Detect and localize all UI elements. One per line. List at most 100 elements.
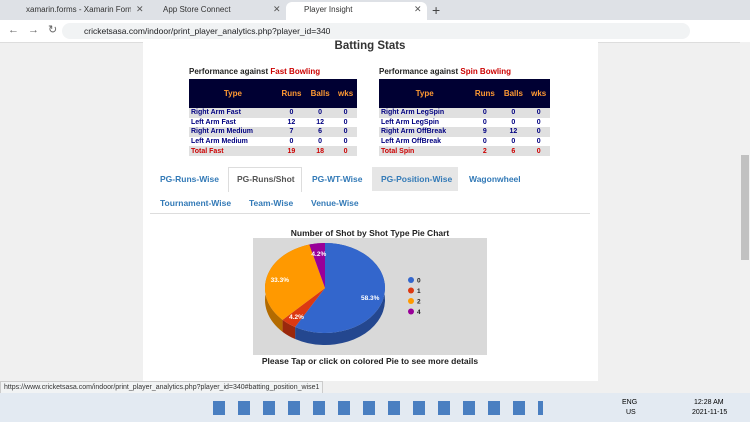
nav-buttons[interactable]: ←→↻ [8, 24, 67, 36]
pie-slice[interactable] [295, 243, 385, 333]
tab-add[interactable]: + [432, 2, 441, 18]
heading: Batting Stats [334, 40, 406, 52]
title-prefix: Performance against [379, 67, 459, 76]
page-tab[interactable]: PG-Runs-Wise [160, 174, 219, 184]
page-tab[interactable]: Wagonwheel [469, 174, 521, 184]
header-cell: Type [379, 79, 471, 108]
header-cell: Balls [306, 79, 335, 108]
title-highlight: Spin Bowling [460, 67, 512, 76]
table-cell: 12 [287, 118, 296, 126]
table-cell: 0 [343, 147, 348, 155]
table-row: Left Arm OffBreak 0 0 0 [379, 136, 550, 147]
clock-date: 2021-11-15 [692, 409, 728, 416]
legend-label: 1 [417, 288, 421, 295]
table-cell: 19 [287, 147, 296, 155]
table-cell: Right Arm Fast [191, 109, 241, 117]
page-tab[interactable]: Venue-Wise [311, 198, 359, 208]
scroll-thumb[interactable] [741, 155, 749, 260]
table-cell: Right Arm OffBreak [381, 128, 447, 136]
table-cell: 0 [536, 138, 541, 146]
taskbar-icons[interactable] [213, 401, 543, 415]
table-cell: 12 [316, 118, 325, 126]
table-row: Right Arm LegSpin 0 0 0 [379, 108, 550, 118]
header-cell: wks [334, 79, 357, 108]
page-tab[interactable]: PG-Runs/Shot [237, 174, 295, 184]
tab-close[interactable]: ✕ [136, 4, 144, 14]
pie-slice-side [282, 319, 296, 340]
table-title: Performance against Fast Bowling [189, 67, 320, 76]
active-page-tab [228, 167, 302, 192]
table-cell: 0 [289, 138, 294, 146]
clock-time: 12:28 AM [694, 399, 724, 406]
table-cell: Total Spin [381, 147, 415, 155]
pie-value-label: 4.2% [311, 251, 326, 258]
table-cell: Left Arm LegSpin [381, 118, 440, 126]
browser-tab[interactable]: xamarin.forms - Xamarin Forms [26, 5, 131, 14]
pie-note: Please Tap or click on colored Pie to se… [261, 356, 479, 366]
table-cell: 0 [318, 138, 323, 146]
page-tab[interactable]: PG-WT-Wise [312, 174, 363, 184]
table-row: Right Arm Fast 0 0 0 [189, 108, 357, 118]
pie-value-label: 58.3% [361, 295, 380, 302]
table-cell: 0 [343, 118, 348, 126]
region: US [626, 409, 636, 416]
table-cell: 0 [289, 109, 294, 117]
title-highlight: Fast Bowling [270, 67, 321, 76]
legend-label: 0 [417, 278, 421, 285]
lang: ENG [622, 399, 638, 406]
tab-close[interactable]: ✕ [273, 4, 281, 14]
header-cell: Runs [470, 79, 500, 108]
table-cell: 6 [511, 147, 516, 155]
legend-label: 4 [417, 309, 421, 316]
legend-swatch [408, 298, 414, 304]
table-cell: 0 [343, 128, 348, 136]
table-cell: 0 [511, 138, 516, 146]
legend-label: 2 [417, 299, 421, 306]
table-cell: 0 [511, 109, 516, 117]
browser-tab[interactable]: Player Insight [304, 5, 353, 14]
table-cell: 7 [289, 128, 294, 136]
table-row: Right Arm Medium 7 6 0 [189, 127, 357, 137]
active-tab[interactable] [286, 2, 427, 20]
table-cell: 0 [318, 109, 323, 117]
table-cell: 18 [316, 147, 325, 155]
table-cell: 0 [482, 109, 487, 117]
table-row: Total Spin 2 6 0 [379, 146, 550, 156]
table-row: Right Arm OffBreak 9 12 0 [379, 127, 550, 137]
browser-tab[interactable]: App Store Connect [163, 5, 231, 14]
header-row: Type Runs Balls wks [379, 79, 550, 108]
header-cell: Type [189, 79, 277, 108]
pie-slice[interactable] [265, 244, 325, 320]
page-tab[interactable]: Team-Wise [249, 198, 294, 208]
table-cell: 0 [536, 128, 541, 136]
table-cell: 0 [343, 138, 348, 146]
legend-swatch [408, 287, 414, 294]
pie-slice-side [295, 243, 385, 345]
divider [150, 213, 590, 214]
stats-table: Type Runs Balls wks Right Arm Fast 0 0 0 Left Ar… [189, 79, 357, 156]
table-cell: 6 [318, 128, 323, 136]
tab-close[interactable]: ✕ [414, 4, 422, 14]
table-cell: 0 [536, 118, 541, 126]
title-prefix: Performance against [189, 67, 269, 76]
table-cell: 0 [511, 118, 516, 126]
pie-slice[interactable] [309, 243, 325, 288]
table-cell: 12 [509, 128, 518, 136]
header-row: Type Runs Balls wks [189, 79, 357, 108]
table-cell: 0 [482, 138, 487, 146]
page-tab[interactable]: Tournament-Wise [160, 198, 232, 208]
table-cell: 9 [482, 128, 487, 136]
table-cell: 0 [482, 118, 487, 126]
pie-slice[interactable] [282, 288, 325, 328]
url-field[interactable] [62, 23, 690, 39]
page-tab[interactable]: PG-Position-Wise [381, 174, 453, 184]
legend-swatch [408, 308, 414, 315]
chart-title: Number of Shot by Shot Type Pie Chart [290, 228, 450, 238]
table-cell: Left Arm OffBreak [381, 138, 442, 146]
pie-value-label: 4.2% [289, 314, 304, 321]
table-row: Left Arm Fast 12 12 0 [189, 117, 357, 128]
table-title: Performance against Spin Bowling [379, 67, 511, 76]
header-cell: Balls [499, 79, 528, 108]
table-cell: 0 [536, 109, 541, 117]
